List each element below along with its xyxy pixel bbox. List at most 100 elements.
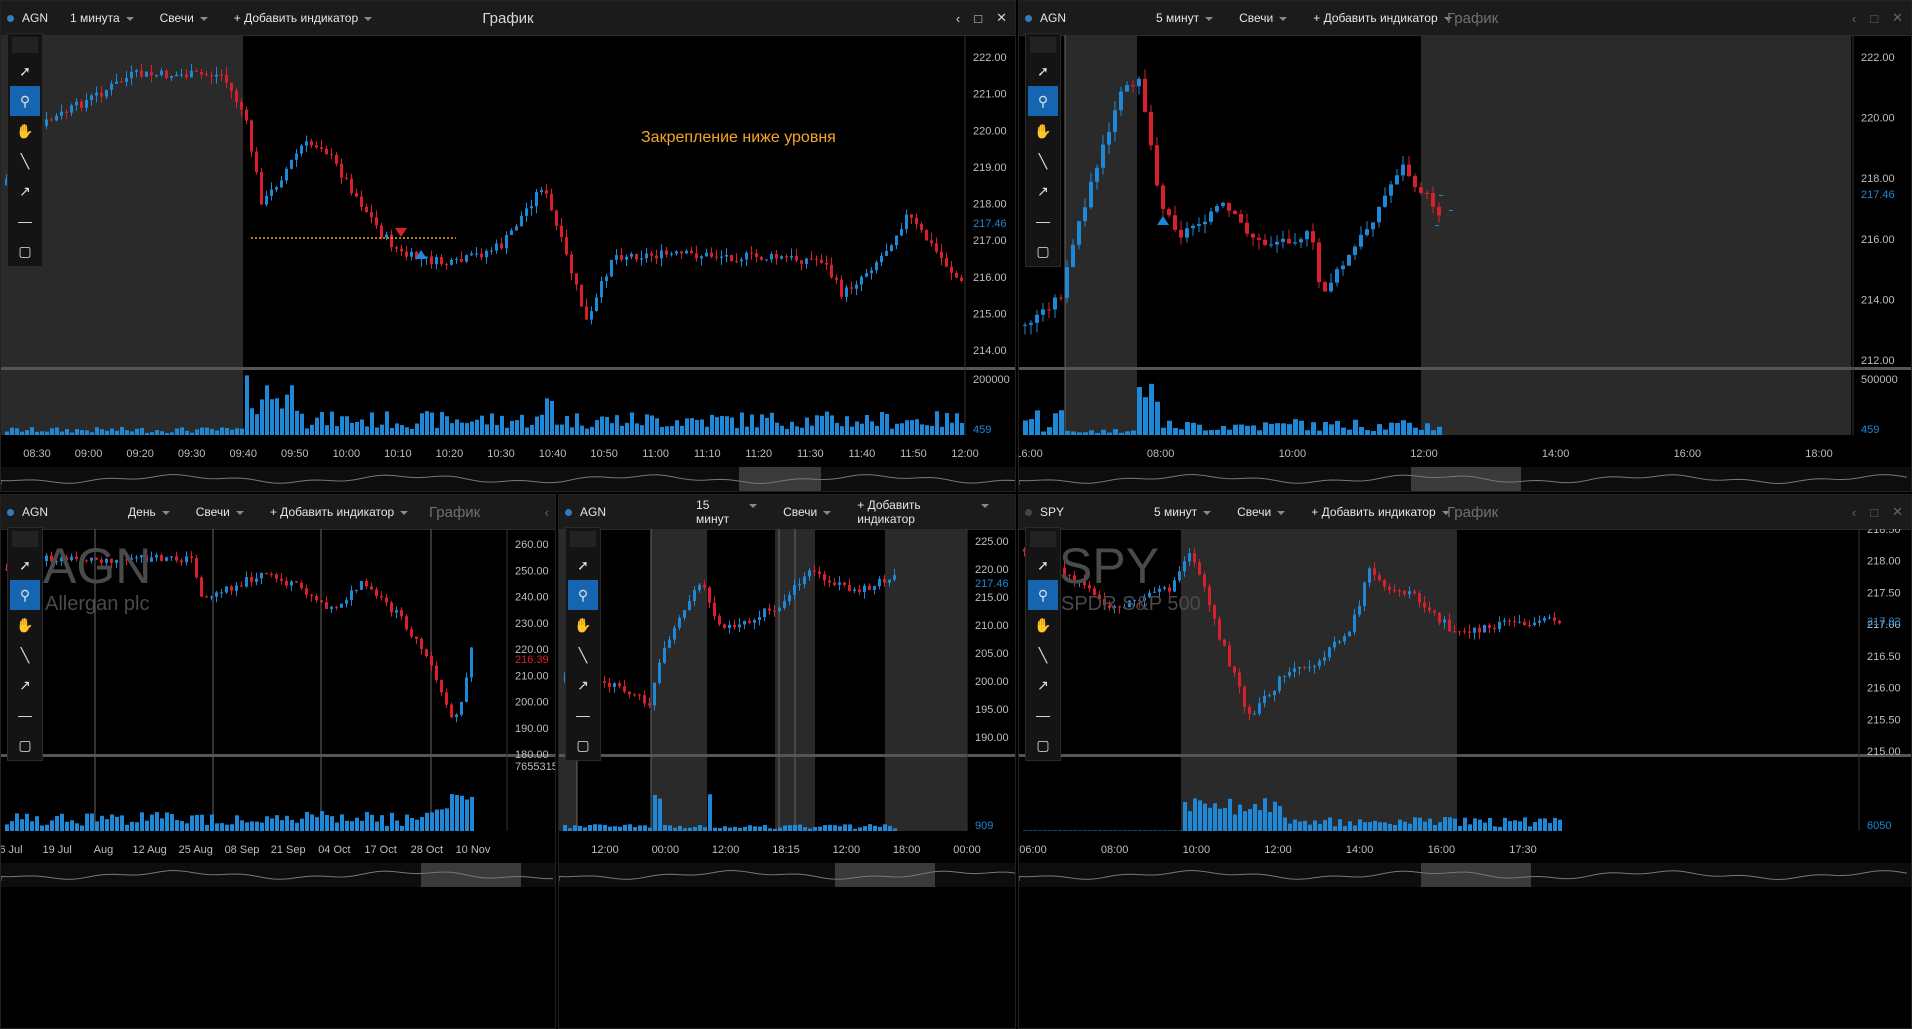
- rect-icon[interactable]: ▢: [18, 736, 32, 753]
- rect-icon[interactable]: ▢: [576, 736, 590, 753]
- arrow-icon[interactable]: ↗: [1037, 676, 1049, 693]
- candle: [1059, 297, 1063, 299]
- navigator-window[interactable]: [1421, 863, 1531, 887]
- chart-canvas[interactable]: 222.00 221.00 220.00 219.00 218.00 217.00 216.…: [1, 35, 1016, 492]
- hand-icon[interactable]: ✋: [1034, 122, 1052, 139]
- link-dot-icon[interactable]: [7, 14, 14, 22]
- pane-splitter[interactable]: [1, 367, 1016, 370]
- cursor-icon[interactable]: ➚: [19, 556, 31, 573]
- chart-type-dropdown[interactable]: Свечи: [1239, 11, 1289, 25]
- rect-icon[interactable]: ▢: [18, 242, 32, 259]
- hline-icon[interactable]: —: [1036, 213, 1050, 229]
- symbol-selector[interactable]: AGN: [22, 505, 49, 519]
- hline-icon[interactable]: —: [576, 707, 590, 723]
- line-icon[interactable]: ╲: [20, 152, 30, 169]
- chart-panel-1[interactable]: AGN 1 минута Свечи + Добавить индикатор …: [0, 0, 1016, 492]
- chart-canvas[interactable]: 260.00 250.00 240.00 230.00 220.00 210.00 200.…: [1, 529, 556, 1029]
- arrow-icon[interactable]: ↗: [19, 182, 31, 199]
- line-icon[interactable]: ╲: [578, 646, 588, 663]
- symbol-selector[interactable]: AGN: [1040, 11, 1067, 25]
- pane-splitter[interactable]: [1, 754, 556, 757]
- arrow-icon[interactable]: ↗: [1037, 182, 1049, 199]
- zoom-icon[interactable]: ⚲: [1028, 86, 1058, 116]
- collapse-icon[interactable]: ‹: [955, 10, 961, 26]
- toolbar-grip-icon[interactable]: [570, 531, 596, 547]
- interval-dropdown[interactable]: 15 минут: [696, 498, 759, 526]
- collapse-icon[interactable]: ‹: [544, 504, 549, 520]
- hand-icon[interactable]: ✋: [16, 122, 34, 139]
- cursor-icon[interactable]: ➚: [1037, 62, 1049, 79]
- add-indicator-button[interactable]: + Добавить индикатор: [857, 498, 991, 526]
- navigator-strip[interactable]: [559, 863, 1016, 887]
- add-indicator-button[interactable]: + Добавить индикатор: [1313, 11, 1453, 25]
- link-dot-icon[interactable]: [1025, 14, 1032, 22]
- hline-icon[interactable]: —: [1036, 707, 1050, 723]
- symbol-selector[interactable]: SPY: [1040, 505, 1065, 519]
- chart-canvas[interactable]: 225.00 220.00 215.00 210.00 205.00 200.00 195.…: [559, 529, 1016, 1029]
- line-icon[interactable]: ╲: [1038, 646, 1048, 663]
- interval-dropdown[interactable]: 5 минут: [1156, 11, 1215, 25]
- maximize-icon[interactable]: □: [1870, 504, 1879, 520]
- pane-splitter[interactable]: [1019, 367, 1912, 370]
- chart-type-dropdown[interactable]: Свечи: [196, 505, 246, 519]
- navigator-window[interactable]: [835, 863, 935, 887]
- rect-icon[interactable]: ▢: [1036, 242, 1050, 259]
- cursor-icon[interactable]: ➚: [19, 62, 31, 79]
- chart-panel-4[interactable]: AGN 15 минут Свечи + Добавить индикатор …: [558, 494, 1016, 1029]
- line-icon[interactable]: ╲: [20, 646, 30, 663]
- pane-splitter[interactable]: [1019, 754, 1912, 757]
- zoom-icon[interactable]: ⚲: [1028, 580, 1058, 610]
- toolbar-grip-icon[interactable]: [1030, 37, 1056, 53]
- chart-panel-5[interactable]: SPY 5 минут Свечи + Добавить индикатор Г…: [1018, 494, 1912, 1029]
- pane-splitter[interactable]: [559, 754, 1016, 757]
- hand-icon[interactable]: ✋: [16, 616, 34, 633]
- hand-icon[interactable]: ✋: [574, 616, 592, 633]
- chart-canvas[interactable]: 218.50 218.00 217.50 217.00 216.50 216.00 215.…: [1019, 529, 1912, 1029]
- maximize-icon[interactable]: □: [1870, 10, 1879, 26]
- volume-bar: [245, 822, 249, 831]
- volume-bar: [1168, 830, 1172, 831]
- cursor-icon[interactable]: ➚: [577, 556, 589, 573]
- chart-panel-2[interactable]: AGN 5 минут Свечи + Добавить индикатор Г…: [1018, 0, 1912, 492]
- zoom-icon[interactable]: ⚲: [10, 580, 40, 610]
- close-icon[interactable]: ✕: [1892, 504, 1903, 519]
- navigator-strip[interactable]: [1, 467, 1016, 491]
- arrow-icon[interactable]: ↗: [577, 676, 589, 693]
- hline-icon[interactable]: —: [18, 707, 32, 723]
- symbol-selector[interactable]: AGN: [22, 11, 49, 25]
- collapse-icon[interactable]: ‹: [1851, 504, 1857, 520]
- interval-dropdown[interactable]: 5 минут: [1154, 505, 1213, 519]
- close-icon[interactable]: ✕: [996, 10, 1007, 25]
- chart-canvas[interactable]: 222.00 220.00 218.00 216.00 214.00 212.00 217.…: [1019, 35, 1912, 492]
- line-icon[interactable]: ╲: [1038, 152, 1048, 169]
- chart-panel-3[interactable]: AGN День Свечи + Добавить индикатор Граф…: [0, 494, 556, 1029]
- chart-type-dropdown[interactable]: Свечи: [1237, 505, 1287, 519]
- hline-icon[interactable]: —: [18, 213, 32, 229]
- zoom-icon[interactable]: ⚲: [568, 580, 598, 610]
- maximize-icon[interactable]: □: [974, 10, 983, 26]
- cursor-icon[interactable]: ➚: [1037, 556, 1049, 573]
- chart-type-dropdown[interactable]: Свечи: [783, 505, 833, 519]
- arrow-icon[interactable]: ↗: [19, 676, 31, 693]
- navigator-window[interactable]: [1411, 467, 1521, 491]
- link-dot-icon[interactable]: [565, 508, 572, 516]
- add-indicator-button[interactable]: + Добавить индикатор: [1311, 505, 1451, 519]
- toolbar-grip-icon[interactable]: [12, 531, 38, 547]
- link-dot-icon[interactable]: [1025, 508, 1032, 516]
- collapse-icon[interactable]: ‹: [1851, 10, 1857, 26]
- interval-dropdown[interactable]: День: [128, 505, 172, 519]
- symbol-selector[interactable]: AGN: [580, 505, 607, 519]
- add-indicator-button[interactable]: + Добавить индикатор: [270, 505, 410, 519]
- link-dot-icon[interactable]: [7, 508, 14, 516]
- toolbar-grip-icon[interactable]: [12, 37, 38, 53]
- zoom-icon[interactable]: ⚲: [10, 86, 40, 116]
- add-indicator-button[interactable]: + Добавить индикатор: [234, 11, 374, 25]
- interval-dropdown[interactable]: 1 минута: [70, 11, 136, 25]
- close-icon[interactable]: ✕: [1892, 10, 1903, 25]
- candle: [65, 111, 68, 113]
- toolbar-grip-icon[interactable]: [1030, 531, 1056, 547]
- rect-icon[interactable]: ▢: [1036, 736, 1050, 753]
- chart-type-dropdown[interactable]: Свечи: [160, 11, 210, 25]
- hand-icon[interactable]: ✋: [1034, 616, 1052, 633]
- navigator-window[interactable]: [421, 863, 521, 887]
